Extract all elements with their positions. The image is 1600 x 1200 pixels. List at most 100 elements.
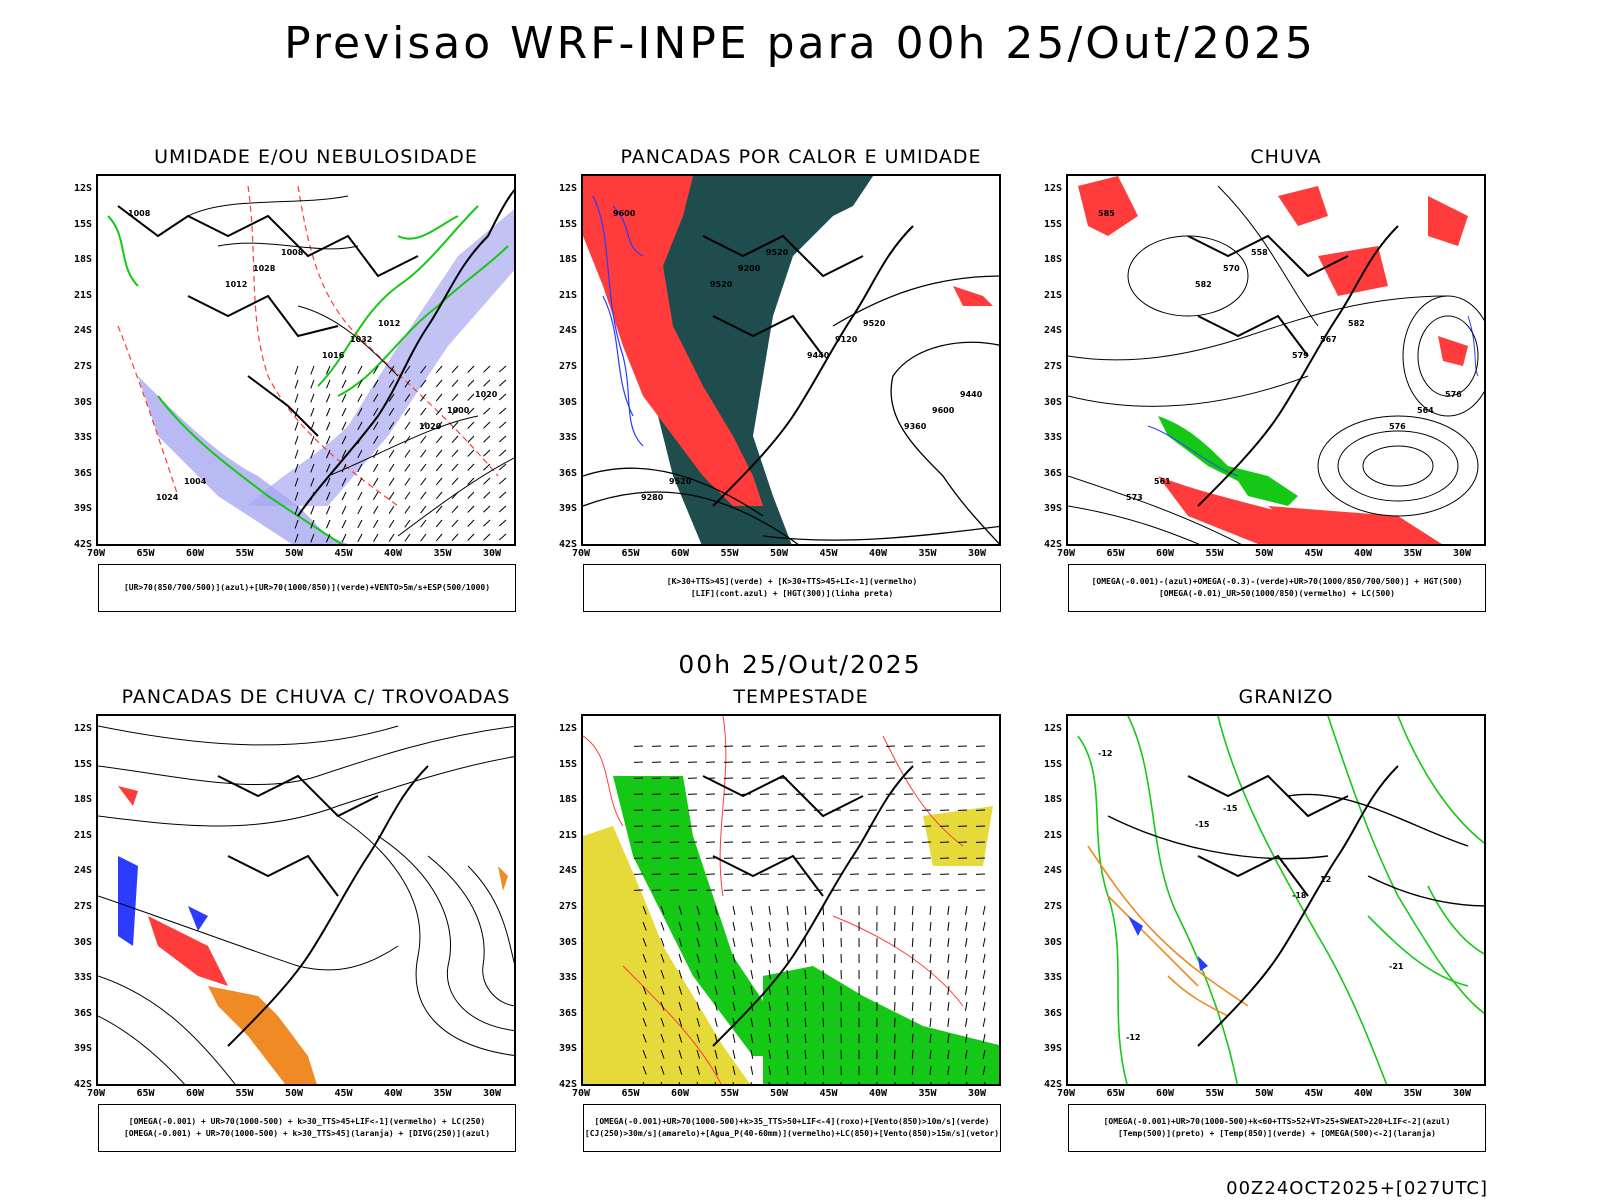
wind-arrow	[435, 393, 443, 402]
wind-arrow	[388, 449, 395, 458]
wind-arrow	[451, 505, 459, 514]
wind-arrow	[804, 985, 807, 996]
wind-arrow	[498, 407, 507, 415]
contour-value-label: 1004	[184, 477, 207, 486]
wind-arrow	[341, 463, 347, 473]
wind-arrow	[420, 463, 427, 472]
legend-line: [UR>70(850/700/500)](azul)+[UR>70(1000/8…	[123, 583, 491, 592]
latitude-label: 24S	[1043, 325, 1062, 337]
wind-arrow	[678, 1049, 683, 1059]
wind-arrow	[982, 1065, 986, 1075]
wind850-green-area-south	[763, 966, 999, 1084]
latitude-label: 36S	[1043, 467, 1062, 479]
wind-arrow	[294, 365, 299, 375]
wind-arrow	[357, 407, 363, 417]
wind-arrow	[964, 953, 968, 963]
coastline-borders	[1187, 765, 1399, 1047]
latitude-label: 15S	[1043, 758, 1062, 770]
wind-arrow	[294, 407, 299, 417]
wind-arrow	[388, 463, 395, 472]
wind-arrow	[948, 1081, 950, 1084]
wind-arrow	[822, 937, 825, 948]
wind-arrow	[294, 533, 299, 543]
wind-arrow	[467, 477, 475, 485]
wind-arrow	[483, 505, 491, 513]
latitude-label: 15S	[1043, 218, 1062, 230]
wind-arrow	[420, 365, 427, 374]
wind-arrow	[768, 1001, 771, 1011]
wind-arrow	[373, 365, 379, 375]
longitude-label: 50W	[284, 1088, 304, 1099]
wind-arrow	[804, 1017, 807, 1028]
omega500-orange-contours	[1087, 845, 1249, 1017]
wind-arrow	[786, 921, 789, 931]
wind-arrow	[750, 1081, 752, 1084]
wind-arrow	[642, 1017, 647, 1027]
panel-granizo: GRANIZO	[1026, 686, 1546, 1166]
contour-value-label: 582	[1348, 319, 1365, 328]
latitude-label: 33S	[73, 432, 92, 444]
latitude-label: 39S	[558, 503, 577, 515]
wind-arrow	[964, 905, 968, 915]
wind-arrow	[822, 1081, 824, 1084]
longitude-label: 70W	[86, 1088, 106, 1099]
latitude-label: 36S	[1043, 1007, 1062, 1019]
latitude-label: 39S	[73, 1043, 92, 1055]
map-tempestade	[583, 716, 999, 1084]
wind-arrow	[420, 477, 427, 486]
wind-arrow	[822, 921, 825, 932]
map-frame: 1008 1012 1016 1020 1024 1028 1032 1000 1004 1008…	[96, 174, 516, 546]
wind-arrow	[911, 1033, 914, 1044]
wind-arrow	[467, 393, 475, 401]
longitude-label: 70W	[571, 548, 591, 559]
wind-arrow	[696, 1017, 700, 1027]
wind-arrow	[714, 1065, 718, 1075]
wind-arrow	[341, 435, 347, 445]
wind-arrow	[294, 379, 299, 389]
wind-arrow	[768, 1033, 771, 1043]
wind-arrow	[966, 1081, 968, 1084]
wind-arrow	[451, 491, 459, 500]
wind-arrow	[911, 905, 914, 916]
li-red-spot	[953, 286, 993, 306]
wind-arrow	[451, 477, 459, 486]
latitude-label: 30S	[558, 936, 577, 948]
contour-value-label: 9520	[766, 248, 789, 257]
wind-arrow	[750, 985, 754, 995]
longitude-label: 60W	[185, 1088, 205, 1099]
latitude-label: 24S	[73, 865, 92, 877]
latitude-label: 27S	[1043, 361, 1062, 372]
longitude-label: 65W	[621, 548, 640, 559]
panel-chuva: CHUVA	[1026, 146, 1546, 626]
longitude-label: 35W	[918, 1088, 937, 1099]
latitude-label: 12S	[73, 723, 92, 734]
wind-arrow	[696, 985, 700, 995]
thunder-red-patches	[118, 786, 228, 986]
latitude-label: 18S	[73, 254, 92, 266]
wind-arrow	[929, 937, 932, 948]
wind-arrow	[930, 1081, 932, 1084]
wind-arrow	[750, 1017, 754, 1027]
wind-arrow	[804, 1049, 807, 1060]
legend-line: [OMEGA(-0.01)_UR>50(1000/850)(vermelho) …	[1158, 589, 1395, 598]
wind-arrow	[435, 407, 443, 416]
longitude-label: 30W	[1452, 1088, 1472, 1099]
contour-value-label: 570	[1223, 264, 1240, 273]
latitude-label: 42S	[1043, 539, 1062, 550]
wind-arrow	[822, 953, 825, 964]
wind-arrow	[420, 505, 427, 514]
longitude-label: 30W	[967, 1088, 987, 1099]
latitude-label: 21S	[73, 829, 92, 841]
wind-arrow	[660, 937, 665, 947]
wind-arrow	[310, 505, 315, 515]
wind-arrow	[982, 985, 986, 995]
contour-value-label: 561	[1154, 477, 1171, 486]
map-frame: 9600 9520 9440 9360 9280 9200 9120 9600 9520 9520…	[581, 174, 1001, 546]
map-frame	[581, 714, 1001, 1086]
wind-arrow	[642, 1065, 647, 1075]
longitude-label: 35W	[1403, 548, 1422, 559]
wind-arrow	[678, 985, 683, 995]
wind-arrow	[984, 1081, 986, 1084]
coastline-borders	[1187, 225, 1399, 507]
wind-arrow	[420, 491, 427, 500]
